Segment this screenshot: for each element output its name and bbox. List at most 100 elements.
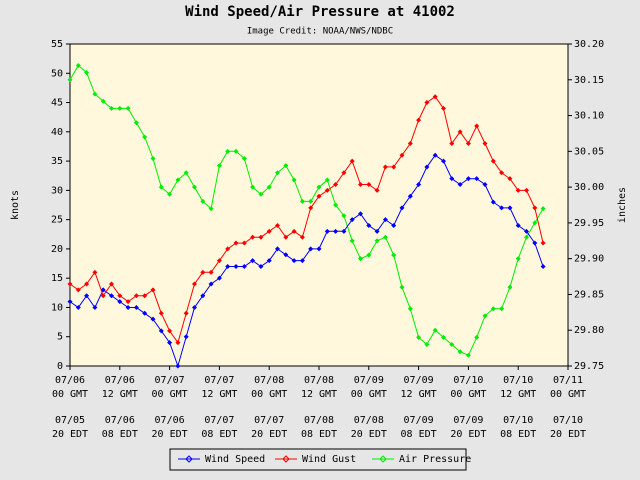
data-point xyxy=(432,152,438,158)
data-point xyxy=(507,176,513,182)
data-point xyxy=(275,170,280,176)
data-point xyxy=(507,284,513,290)
data-point xyxy=(266,228,272,234)
data-point xyxy=(482,141,488,147)
data-point xyxy=(366,182,372,188)
data-point xyxy=(283,234,289,240)
data-point xyxy=(391,222,397,228)
data-point xyxy=(258,263,264,269)
data-point xyxy=(507,205,513,211)
data-point xyxy=(158,328,164,334)
y-tick-label: 55 xyxy=(51,39,63,50)
y-tick-label: 35 xyxy=(51,156,63,167)
data-point xyxy=(490,199,496,205)
data-point xyxy=(465,352,471,358)
data-point xyxy=(183,170,189,176)
data-point xyxy=(349,158,355,164)
data-point xyxy=(316,246,322,252)
data-point xyxy=(499,306,505,312)
data-point xyxy=(275,246,280,252)
legend-marker xyxy=(379,455,387,463)
legend-marker xyxy=(185,455,193,463)
data-point xyxy=(125,299,131,305)
data-point xyxy=(482,313,488,319)
y2-tick-label: 29.90 xyxy=(574,254,604,265)
data-point xyxy=(283,252,289,258)
data-point xyxy=(225,246,231,252)
data-point xyxy=(432,94,438,100)
data-point xyxy=(515,256,521,262)
data-point xyxy=(109,293,114,299)
data-point xyxy=(117,105,123,111)
data-point xyxy=(258,191,264,197)
y-tick-label: 30 xyxy=(51,185,63,196)
data-point xyxy=(142,293,148,299)
data-point xyxy=(100,98,106,104)
data-point xyxy=(524,228,529,234)
data-point xyxy=(216,163,222,169)
y2-tick-label: 29.95 xyxy=(574,218,604,229)
data-point xyxy=(275,222,280,228)
x-tick-label-local: 07/08 08 EDT xyxy=(301,415,337,440)
legend-marker xyxy=(282,455,290,463)
data-point xyxy=(524,234,529,240)
data-point xyxy=(167,328,173,334)
data-point xyxy=(109,105,114,111)
x-tick-label: 07/06 00 GMT xyxy=(52,375,88,400)
data-point xyxy=(266,184,272,190)
data-point xyxy=(424,100,430,106)
data-point xyxy=(208,206,214,212)
data-point xyxy=(333,182,339,188)
y2-tick-label: 29.85 xyxy=(574,289,604,300)
data-point xyxy=(474,334,480,340)
y2-tick-label: 30.10 xyxy=(574,111,604,122)
data-point xyxy=(374,187,380,193)
data-point xyxy=(241,263,247,269)
data-point xyxy=(92,91,98,97)
data-point xyxy=(208,269,214,275)
data-point xyxy=(457,182,463,188)
data-point xyxy=(84,281,90,287)
data-point xyxy=(75,304,81,310)
data-point xyxy=(299,234,305,240)
y2-tick-label: 29.75 xyxy=(574,361,604,372)
x-tick-label-local: 07/07 20 EDT xyxy=(251,415,287,440)
x-tick-label: 07/11 00 GMT xyxy=(550,375,586,400)
data-point xyxy=(416,182,422,188)
data-point xyxy=(532,205,538,211)
data-point xyxy=(150,287,156,293)
data-point xyxy=(399,205,405,211)
data-point xyxy=(333,202,339,208)
data-point xyxy=(358,256,363,262)
data-point xyxy=(208,281,214,287)
data-point xyxy=(158,184,164,190)
data-point xyxy=(333,228,339,234)
x-tick-label: 07/10 12 GMT xyxy=(500,375,536,400)
data-point xyxy=(283,163,289,169)
y-tick-label: 20 xyxy=(51,244,63,255)
data-point xyxy=(482,182,488,188)
x-tick-label: 07/10 00 GMT xyxy=(450,375,486,400)
data-point xyxy=(258,234,264,240)
x-tick-label-local: 07/06 20 EDT xyxy=(152,415,188,440)
data-point xyxy=(233,240,239,246)
data-point xyxy=(499,170,505,176)
data-point xyxy=(391,164,397,170)
legend-label: Air Pressure xyxy=(399,454,471,465)
data-point xyxy=(341,213,347,219)
data-point xyxy=(225,148,231,154)
data-point xyxy=(341,170,347,176)
data-point xyxy=(158,310,164,316)
data-point xyxy=(299,258,305,264)
data-point xyxy=(250,184,256,190)
data-point xyxy=(308,198,314,204)
data-point xyxy=(183,310,189,316)
data-point xyxy=(233,263,239,269)
data-point xyxy=(540,206,546,212)
data-point xyxy=(349,217,355,223)
series-line xyxy=(69,96,544,344)
data-point xyxy=(524,187,529,193)
data-point xyxy=(382,164,388,170)
data-point xyxy=(515,187,521,193)
data-point xyxy=(175,177,181,183)
